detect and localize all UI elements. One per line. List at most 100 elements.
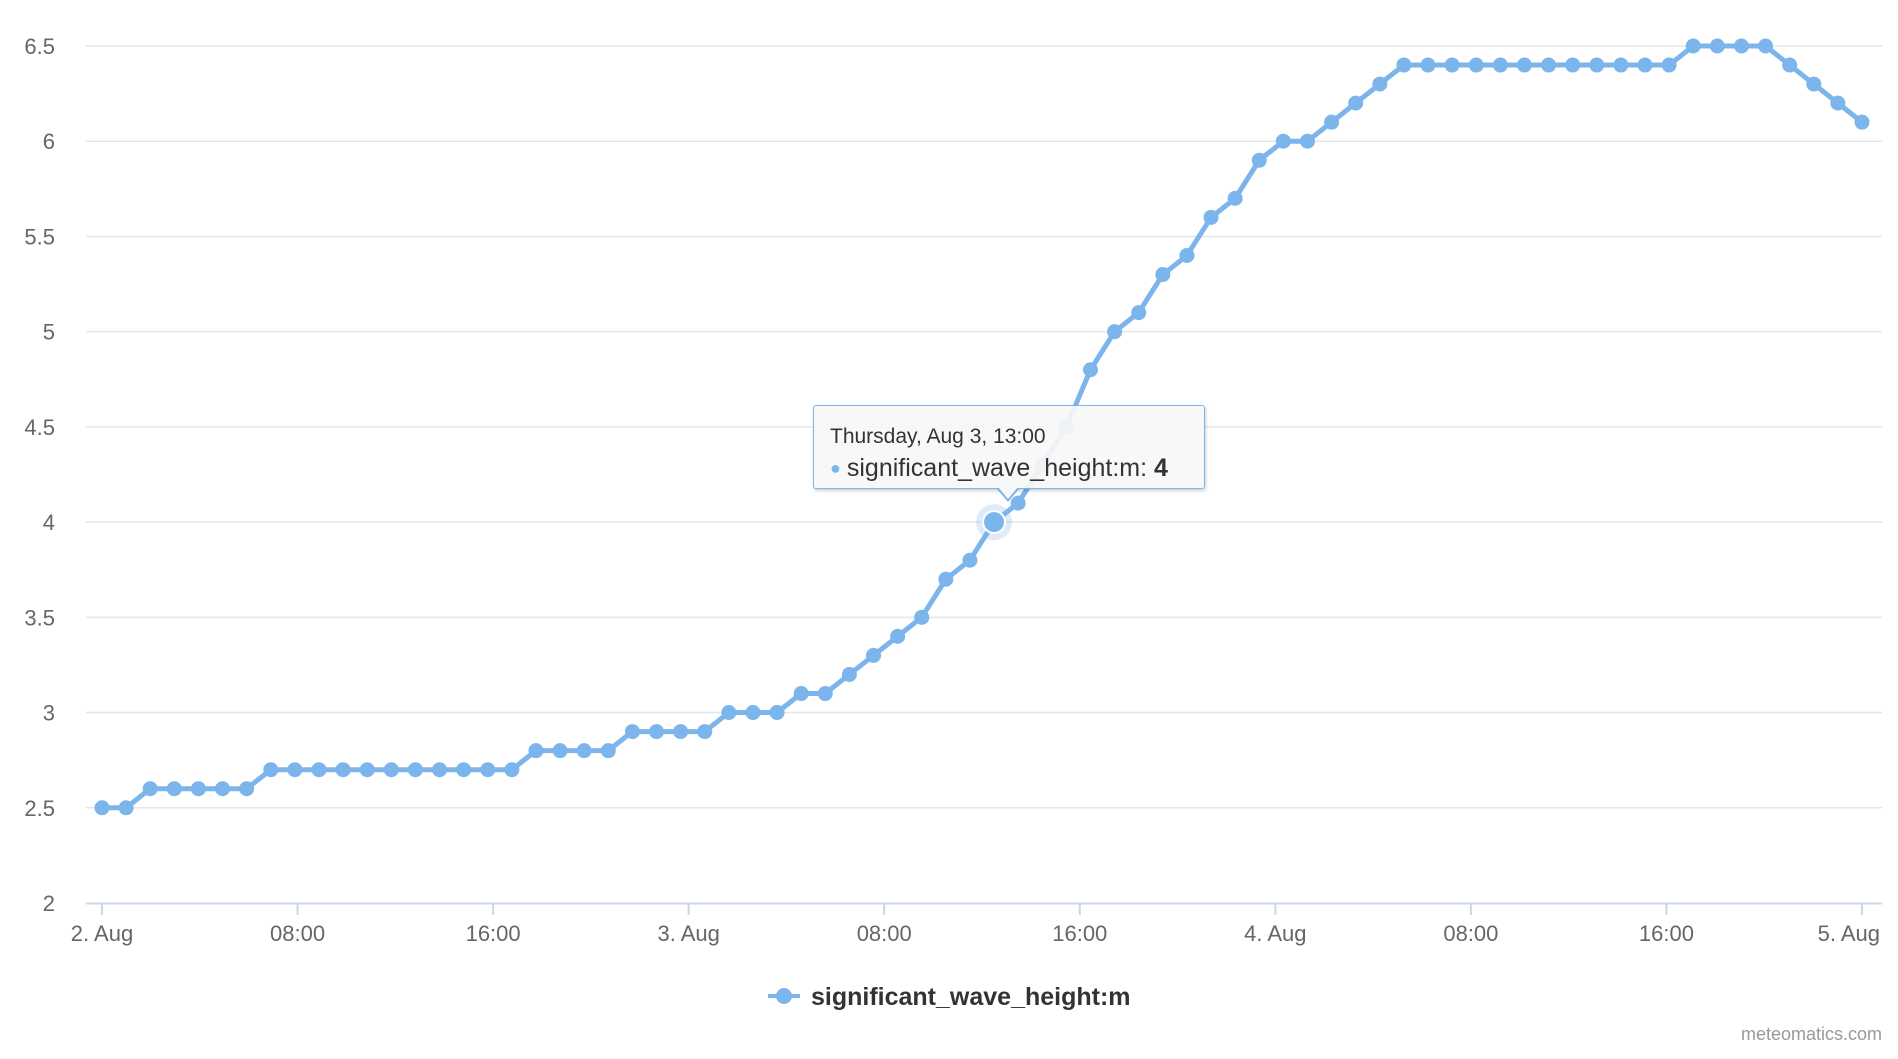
- data-point[interactable]: [962, 552, 978, 568]
- series-significant-wave-height[interactable]: [94, 38, 1870, 816]
- y-tick-label: 2.5: [24, 796, 55, 821]
- x-axis-labels: 2. Aug 08:00 16:00 3. Aug 08:00 16:00 4. Aug 08…: [71, 921, 1880, 946]
- y-tick-label: 6: [43, 129, 55, 154]
- data-point[interactable]: [1179, 247, 1195, 263]
- data-point[interactable]: [142, 781, 158, 797]
- y-tick-label: 4.5: [24, 415, 55, 440]
- data-point[interactable]: [239, 781, 255, 797]
- data-point[interactable]: [1155, 267, 1171, 283]
- data-point[interactable]: [432, 762, 448, 778]
- y-tick-label: 6.5: [24, 34, 55, 59]
- y-tick-label: 5.5: [24, 224, 55, 249]
- data-point[interactable]: [938, 571, 954, 587]
- data-point[interactable]: [190, 781, 206, 797]
- data-point[interactable]: [793, 686, 809, 702]
- x-tick-label: 16:00: [1639, 921, 1694, 946]
- x-tick-label: 3. Aug: [657, 921, 719, 946]
- data-point[interactable]: [866, 647, 882, 663]
- tooltip-series-dot-icon: ●: [830, 458, 841, 478]
- data-point[interactable]: [1420, 57, 1436, 73]
- data-point[interactable]: [1661, 57, 1677, 73]
- data-point[interactable]: [1565, 57, 1581, 73]
- data-point[interactable]: [311, 762, 327, 778]
- credits-text[interactable]: meteomatics.com: [1741, 1024, 1882, 1044]
- data-point[interactable]: [1227, 190, 1243, 206]
- y-tick-label: 5: [43, 320, 55, 345]
- data-point[interactable]: [817, 686, 833, 702]
- data-point[interactable]: [1516, 57, 1532, 73]
- data-point[interactable]: [1203, 209, 1219, 225]
- data-point[interactable]: [456, 762, 472, 778]
- data-point[interactable]: [1324, 114, 1340, 130]
- data-point[interactable]: [1709, 38, 1725, 54]
- data-point[interactable]: [1782, 57, 1798, 73]
- data-point[interactable]: [1589, 57, 1605, 73]
- data-point[interactable]: [166, 781, 182, 797]
- y-tick-label: 4: [43, 510, 55, 535]
- data-point[interactable]: [1372, 76, 1388, 92]
- data-point[interactable]: [1685, 38, 1701, 54]
- data-point[interactable]: [287, 762, 303, 778]
- data-point[interactable]: [1299, 133, 1315, 149]
- data-point[interactable]: [1637, 57, 1653, 73]
- data-point[interactable]: [600, 743, 616, 759]
- data-point[interactable]: [1468, 57, 1484, 73]
- data-point[interactable]: [1830, 95, 1846, 111]
- data-point[interactable]: [94, 800, 110, 816]
- data-point[interactable]: [914, 609, 930, 625]
- x-tick-label: 2. Aug: [71, 921, 133, 946]
- data-point[interactable]: [624, 724, 640, 740]
- data-point[interactable]: [1733, 38, 1749, 54]
- data-point[interactable]: [407, 762, 423, 778]
- data-point[interactable]: [673, 724, 689, 740]
- data-point[interactable]: [769, 705, 785, 721]
- data-point[interactable]: [504, 762, 520, 778]
- data-point[interactable]: [335, 762, 351, 778]
- tooltip-series-label: significant_wave_height:m:: [846, 454, 1148, 482]
- data-point-hovered[interactable]: [982, 510, 1007, 535]
- data-point[interactable]: [552, 743, 568, 759]
- data-point[interactable]: [1275, 133, 1291, 149]
- y-tick-label: 3.5: [24, 605, 55, 630]
- data-point[interactable]: [263, 762, 279, 778]
- data-point[interactable]: [215, 781, 231, 797]
- x-tick-label: 08:00: [270, 921, 325, 946]
- data-point[interactable]: [1396, 57, 1412, 73]
- data-point[interactable]: [1541, 57, 1557, 73]
- data-point[interactable]: [721, 705, 737, 721]
- data-point[interactable]: [841, 666, 857, 682]
- legend[interactable]: significant_wave_height:m: [768, 983, 1131, 1011]
- data-point[interactable]: [576, 743, 592, 759]
- data-point[interactable]: [697, 724, 713, 740]
- x-tick-label: 16:00: [1052, 921, 1107, 946]
- data-point[interactable]: [359, 762, 375, 778]
- data-point[interactable]: [1806, 76, 1822, 92]
- data-point[interactable]: [1131, 305, 1147, 321]
- data-point[interactable]: [745, 705, 761, 721]
- data-point[interactable]: [1444, 57, 1460, 73]
- data-point[interactable]: [1348, 95, 1364, 111]
- data-point[interactable]: [1251, 152, 1267, 168]
- x-axis: [86, 902, 1882, 915]
- data-point[interactable]: [890, 628, 906, 644]
- data-point[interactable]: [528, 743, 544, 759]
- data-point[interactable]: [649, 724, 665, 740]
- y-tick-label: 3: [43, 701, 55, 726]
- data-point[interactable]: [480, 762, 496, 778]
- legend-label[interactable]: significant_wave_height:m: [811, 983, 1131, 1011]
- data-point[interactable]: [118, 800, 134, 816]
- data-point[interactable]: [1613, 57, 1629, 73]
- data-point[interactable]: [1107, 324, 1123, 340]
- data-point[interactable]: [1492, 57, 1508, 73]
- data-point[interactable]: [1758, 38, 1774, 54]
- data-point[interactable]: [383, 762, 399, 778]
- tooltip-row: ● significant_wave_height:m: 4: [830, 452, 1188, 484]
- x-tick-label: 16:00: [466, 921, 521, 946]
- data-point[interactable]: [1082, 362, 1098, 378]
- x-tick-label: 4. Aug: [1244, 921, 1306, 946]
- data-point[interactable]: [1854, 114, 1870, 130]
- x-tick-label: 08:00: [1443, 921, 1498, 946]
- legend-marker: [776, 988, 792, 1004]
